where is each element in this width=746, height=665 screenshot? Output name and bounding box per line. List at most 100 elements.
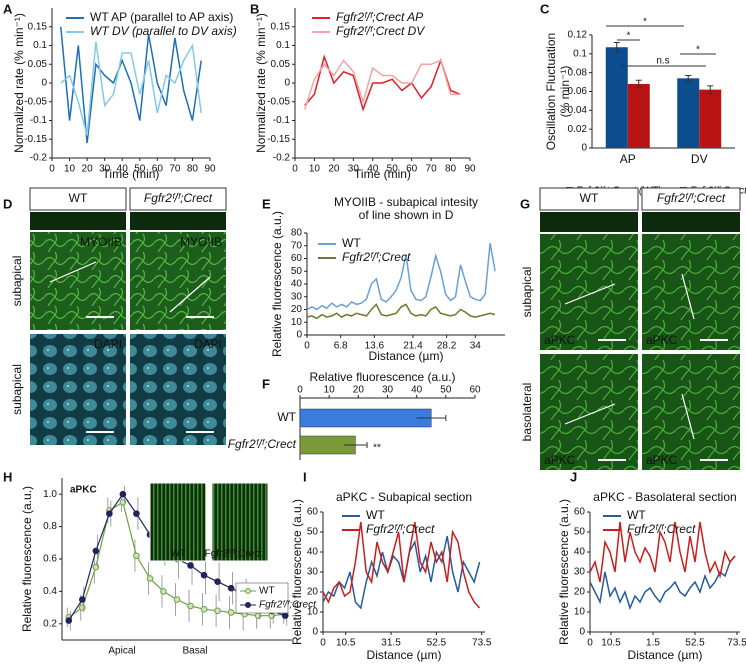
data-point [133, 510, 140, 517]
significance: * [627, 31, 631, 42]
x-tick-label: AP [620, 152, 636, 166]
x-tick-label: 0 [304, 341, 310, 352]
bar [699, 89, 722, 148]
x-tick-label: 50 [134, 164, 146, 175]
row-label: subapical [10, 256, 24, 307]
panel-letter: I [303, 469, 307, 484]
x-tick-label: 10 [309, 164, 321, 175]
x-tick-label: 31.5 [381, 638, 401, 649]
y-tick-label: 0.1 [573, 48, 587, 59]
y-axis-label: Normalized rate (% min⁻¹) [12, 13, 26, 153]
y-tick-label: 20 [574, 587, 586, 598]
data-point [227, 584, 235, 592]
y-tick-label: 0.05 [28, 59, 48, 70]
x-tick-label: 70 [169, 164, 181, 175]
side-view-image [130, 212, 226, 230]
y-tick-label: 50 [291, 266, 303, 277]
y-tick-label: WT [277, 410, 296, 424]
legend-marker [245, 602, 251, 608]
x-tick-label: 0 [320, 638, 326, 649]
data-line [322, 535, 481, 610]
y-tick-label: -0.15 [24, 134, 47, 145]
column-header: WT [69, 191, 88, 205]
data-point [78, 596, 86, 603]
data-line [322, 521, 481, 609]
legend-box [235, 582, 289, 614]
data-line [304, 54, 461, 112]
data-point [187, 562, 194, 569]
significance: * [696, 45, 700, 56]
column-header: Fgfr2ᶠ/ᶠ;Crect [144, 191, 213, 205]
inset-label: Fgfr2ᶠ/ᶠ;Crect [205, 549, 263, 560]
inset-image [211, 482, 269, 562]
legend-label: Fgfr2ᶠ/ᶠ;Crect [366, 522, 435, 536]
y-tick-label: 60 [291, 253, 303, 264]
x-tick-label: 52.5 [685, 638, 705, 649]
y-tick-label: 40 [307, 547, 319, 558]
data-point [281, 612, 289, 620]
measure-line [169, 276, 211, 313]
y-tick-label: 60 [307, 507, 319, 518]
y-tick-label: 0 [312, 627, 318, 638]
chart-title: aPKC [70, 485, 97, 496]
chart-title: of line shown in D [359, 208, 454, 222]
significance: ** [373, 443, 381, 454]
x-tick-label: 10 [324, 385, 336, 396]
legend-label: WT [259, 586, 275, 597]
y-tick-label: -0.1 [273, 115, 291, 126]
y-tick-label: 40 [291, 279, 303, 290]
y-axis-label: Relative fluorescence (a.u.) [270, 211, 284, 357]
y-tick-label: 0.4 [43, 586, 57, 597]
y-tick-label: 0.02 [568, 124, 588, 135]
x-tick-label: 73.5 [727, 638, 746, 649]
bar [627, 83, 650, 148]
legend-label: Fgfr2ᶠ/ᶠ;Crect AP [336, 10, 423, 24]
y-axis-label: (% min⁻¹) [558, 66, 572, 118]
data-point [92, 547, 100, 555]
y-tick-label: -0.2 [30, 153, 48, 164]
data-line [303, 59, 461, 110]
y-axis-label: Relative fluorescence (a.u.) [290, 499, 304, 645]
stain-label: DAPI [194, 337, 222, 351]
x-tick-label: 60 [152, 164, 164, 175]
y-tick-label: 40 [574, 547, 586, 558]
x-tick-label: 20 [328, 164, 340, 175]
x-axis-label: Time (min) [354, 167, 411, 181]
stain-label: MYOIIB [180, 235, 222, 249]
y-axis-label: Normalized rate (% min⁻¹) [254, 13, 268, 153]
chart-title: Relative fluorescence (a.u.) [309, 370, 455, 384]
y-tick-label: 0 [579, 627, 585, 638]
y-tick-label: 0 [581, 143, 587, 154]
data-point [78, 604, 86, 611]
stain-label: aPKC [646, 333, 678, 347]
column-header-box [29, 187, 127, 211]
data-point [214, 578, 221, 585]
error-bar [635, 79, 642, 89]
y-tick-label: 50 [307, 527, 319, 538]
x-axis-label: Distance (µm) [628, 648, 703, 662]
x-tick-label: 50 [387, 164, 399, 175]
x-region-label: Basal [182, 646, 207, 657]
y-tick-label: -0.15 [267, 134, 290, 145]
y-tick-label: -0.1 [30, 115, 48, 126]
side-view-image [30, 212, 126, 230]
y-tick-label: -0.05 [24, 96, 47, 107]
legend-label: WT [366, 508, 385, 522]
y-tick-label: Fgfr2ᶠ/ᶠ;Crect [228, 437, 297, 451]
inset-label: WT [170, 549, 186, 560]
x-tick-label: 40 [411, 385, 423, 396]
column-header-box [641, 187, 741, 211]
x-tick-label: 70 [426, 164, 438, 175]
x-tick-label: 90 [204, 164, 216, 175]
x-tick-label: 90 [464, 164, 476, 175]
y-tick-label: 1.0 [43, 489, 57, 500]
x-tick-label: 28.2 [437, 341, 457, 352]
measure-line [49, 261, 97, 283]
data-point [173, 596, 181, 603]
y-tick-label: -0.05 [267, 96, 290, 107]
y-tick-label: 50 [574, 527, 586, 538]
data-point [119, 499, 127, 506]
inset-image [149, 482, 207, 562]
stain-label: DAPI [94, 337, 122, 351]
y-tick-label: 80 [291, 228, 303, 239]
